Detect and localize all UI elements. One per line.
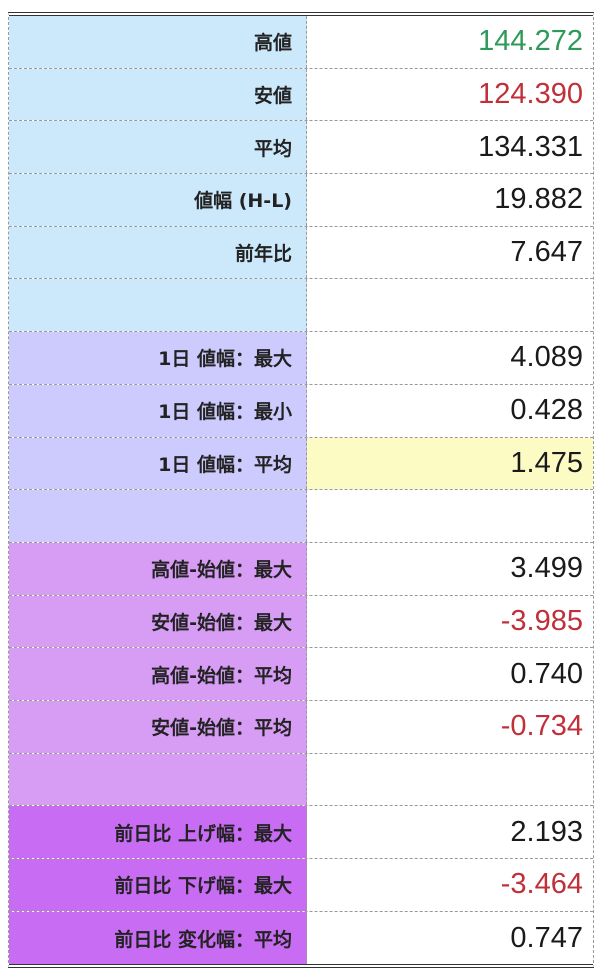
table-row: 1日 値幅：最小 0.428 bbox=[9, 384, 593, 438]
row-value: 3.499 bbox=[510, 552, 583, 585]
row-value: 124.390 bbox=[478, 78, 583, 111]
row-label: 前日比 下げ幅：最大 bbox=[9, 859, 307, 911]
row-value: -0.734 bbox=[500, 710, 583, 743]
table-row bbox=[9, 490, 593, 543]
table-row: 平均 134.331 bbox=[9, 121, 593, 175]
table-row: 安値-始値：平均 -0.734 bbox=[9, 700, 593, 754]
row-label: 高値-始値：平均 bbox=[9, 648, 307, 700]
table-row: 高値 144.272 bbox=[9, 16, 593, 69]
table-row bbox=[9, 753, 593, 807]
table-row: 前日比 変化幅：平均 0.747 bbox=[9, 911, 593, 965]
row-value bbox=[307, 279, 593, 331]
row-value: 4.089 bbox=[510, 341, 583, 374]
row-value: 1.475 bbox=[307, 437, 593, 490]
table-row: 1日 値幅：最大 4.089 bbox=[9, 332, 593, 385]
row-value: 0.740 bbox=[510, 657, 583, 690]
row-label: 高値-始値：最大 bbox=[9, 542, 307, 595]
row-label: 安値-始値：最大 bbox=[9, 595, 307, 648]
table-row: 高値-始値：最大 3.499 bbox=[9, 542, 593, 596]
row-value: 134.331 bbox=[478, 130, 583, 163]
row-label bbox=[9, 279, 307, 332]
row-value: -3.464 bbox=[500, 868, 583, 901]
row-label: 前日比 上げ幅：最大 bbox=[9, 806, 307, 858]
row-label: 1日 値幅：最小 bbox=[9, 384, 307, 437]
table-row: 1日 値幅：平均 1.475 bbox=[9, 437, 593, 491]
table-row: 前日比 上げ幅：最大 2.193 bbox=[9, 806, 593, 859]
table-row: 値幅 (H-L) 19.882 bbox=[9, 174, 593, 227]
row-label: 安値 bbox=[9, 68, 307, 121]
statistics-table: 高値 144.272 安値 124.390 平均 134.331 値幅 (H-L) 19.88… bbox=[8, 12, 594, 969]
row-label: 1日 値幅：平均 bbox=[9, 437, 307, 490]
row-label: 前日比 変化幅：平均 bbox=[9, 911, 307, 965]
table-row: 前日比 下げ幅：最大 -3.464 bbox=[9, 859, 593, 912]
row-label: 値幅 (H-L) bbox=[9, 174, 307, 226]
row-label: 平均 bbox=[9, 121, 307, 174]
row-label bbox=[9, 753, 307, 806]
row-label: 高値 bbox=[9, 16, 307, 68]
row-value bbox=[307, 754, 593, 806]
row-label bbox=[9, 490, 307, 542]
table-row: 安値-始値：最大 -3.985 bbox=[9, 595, 593, 649]
row-label: 1日 値幅：最大 bbox=[9, 332, 307, 384]
table-row: 高値-始値：平均 0.740 bbox=[9, 648, 593, 701]
row-value: -3.985 bbox=[500, 604, 583, 637]
row-value bbox=[307, 490, 593, 542]
table-row bbox=[9, 279, 593, 333]
row-value: 2.193 bbox=[510, 815, 583, 848]
row-label: 前年比 bbox=[9, 226, 307, 279]
row-value: 7.647 bbox=[510, 236, 583, 269]
row-value: 0.428 bbox=[510, 394, 583, 427]
row-label: 安値-始値：平均 bbox=[9, 700, 307, 753]
row-value: 0.747 bbox=[510, 921, 583, 954]
row-value: 19.882 bbox=[494, 183, 583, 216]
table-row: 安値 124.390 bbox=[9, 68, 593, 122]
row-value: 144.272 bbox=[478, 25, 583, 58]
table-row: 前年比 7.647 bbox=[9, 226, 593, 280]
